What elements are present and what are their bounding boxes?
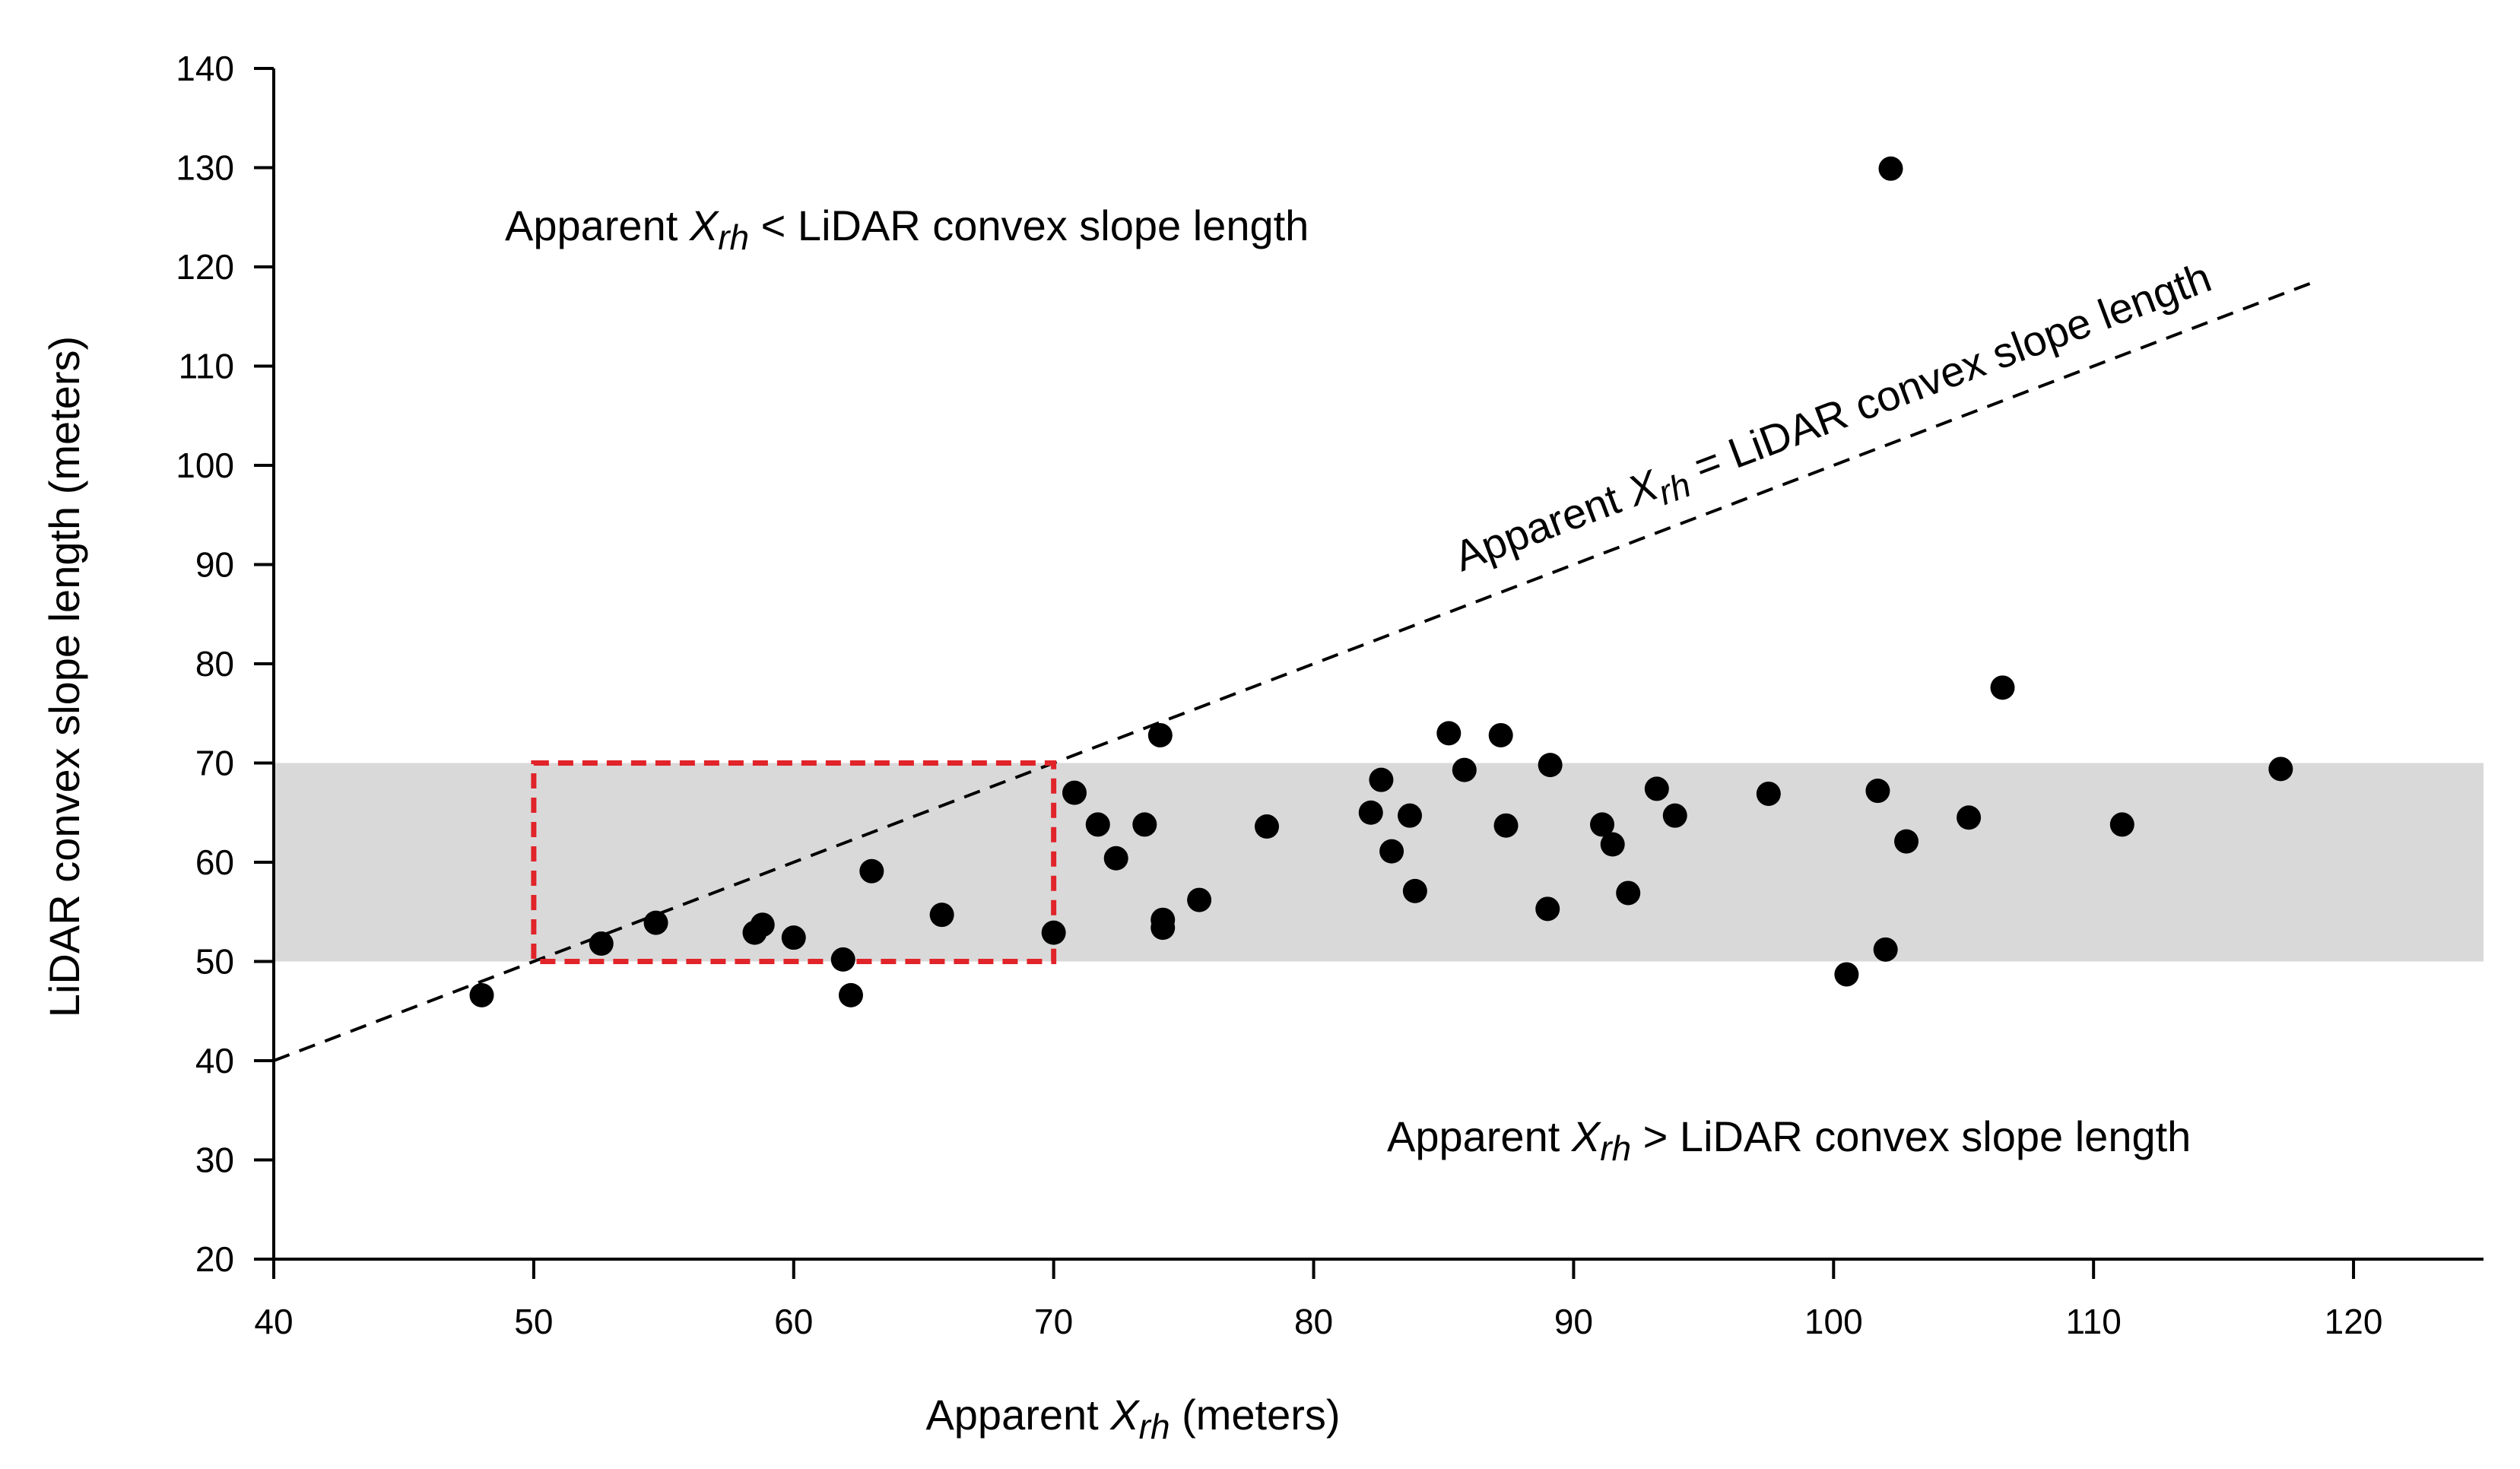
- data-point: [859, 858, 884, 884]
- data-point: [469, 982, 494, 1007]
- data-point: [1379, 839, 1404, 864]
- data-point: [1062, 780, 1087, 805]
- y-tick-label: 50: [195, 942, 234, 982]
- data-point: [1535, 896, 1560, 922]
- y-tick-label: 30: [195, 1141, 234, 1180]
- data-point: [1644, 776, 1669, 801]
- data-point: [1436, 721, 1462, 746]
- y-tick-label: 70: [195, 744, 234, 783]
- x-axis-title-post: (meters): [1170, 1391, 1341, 1439]
- data-point: [1132, 812, 1157, 837]
- data-point: [1402, 878, 1427, 903]
- x-tick-label: 80: [1294, 1302, 1333, 1341]
- x-tick-label: 70: [1034, 1302, 1073, 1341]
- x-tick-label: 50: [514, 1302, 553, 1341]
- data-point: [1147, 722, 1173, 747]
- data-point: [2109, 812, 2134, 837]
- data-point: [1369, 767, 1394, 792]
- x-tick-label: 40: [254, 1302, 293, 1341]
- data-point: [1488, 722, 1513, 747]
- data-point: [750, 912, 775, 938]
- y-tick-label: 100: [176, 446, 234, 485]
- data-point: [1103, 846, 1128, 871]
- annotation-line: Apparent Xrh = LiDAR convex slope length: [1448, 252, 2220, 587]
- data-point: [838, 982, 863, 1007]
- data-point: [781, 925, 806, 950]
- data-point: [1187, 887, 1212, 912]
- data-point: [1873, 937, 1898, 962]
- x-axis-title: Apparent Xrh (meters): [925, 1391, 1340, 1446]
- data-point: [1358, 800, 1383, 825]
- data-point: [1493, 813, 1519, 838]
- data-point: [1865, 779, 1890, 804]
- data-point: [830, 947, 855, 972]
- data-point: [929, 903, 954, 928]
- data-point: [1600, 832, 1625, 857]
- y-axis-title: LiDAR convex slope length (meters): [40, 336, 88, 1017]
- y-tick-label: 120: [176, 247, 234, 287]
- data-point: [1616, 880, 1641, 906]
- data-point: [1254, 814, 1279, 839]
- x-tick-label: 100: [1804, 1302, 1863, 1341]
- data-point: [1151, 915, 1176, 941]
- data-point: [1894, 829, 1919, 854]
- data-point: [1878, 156, 1903, 181]
- x-tick-label: 90: [1554, 1302, 1593, 1341]
- data-point: [1662, 803, 1687, 828]
- y-tick-label: 130: [176, 148, 234, 188]
- data-point: [1990, 675, 2015, 700]
- y-tick-label: 90: [195, 545, 234, 585]
- y-tick-label: 20: [195, 1239, 234, 1279]
- data-point: [589, 931, 614, 957]
- data-point: [1756, 781, 1781, 806]
- y-tick-label: 40: [195, 1041, 234, 1080]
- data-point: [643, 910, 668, 935]
- highlight-box: [531, 760, 1057, 964]
- data-point: [2268, 757, 2293, 782]
- y-tick-label: 80: [195, 644, 234, 684]
- x-axis-title-var: Xrh: [1109, 1391, 1170, 1446]
- annotation-upper: Apparent Xrh < LiDAR convex slope length: [505, 201, 1309, 257]
- reference-line: [273, 280, 2315, 1062]
- data-point: [1957, 805, 1982, 830]
- data-point: [1085, 812, 1110, 837]
- data-point: [1398, 803, 1423, 828]
- y-tick-label: 140: [176, 49, 234, 88]
- x-tick-label: 110: [2066, 1302, 2122, 1341]
- y-tick-label: 60: [195, 842, 234, 882]
- data-point: [1590, 812, 1615, 837]
- data-point: [1041, 920, 1066, 945]
- data-point: [1834, 962, 1859, 987]
- y-tick-label: 110: [179, 347, 234, 386]
- data-point: [1538, 753, 1563, 778]
- shaded-band: [274, 763, 2484, 962]
- annotation-lower: Apparent Xrh > LiDAR convex slope length: [1387, 1112, 2191, 1168]
- data-point: [1452, 757, 1477, 782]
- x-tick-label: 120: [2325, 1302, 2383, 1341]
- x-tick-label: 60: [774, 1302, 813, 1341]
- x-axis-title-pre: Apparent: [925, 1391, 1110, 1439]
